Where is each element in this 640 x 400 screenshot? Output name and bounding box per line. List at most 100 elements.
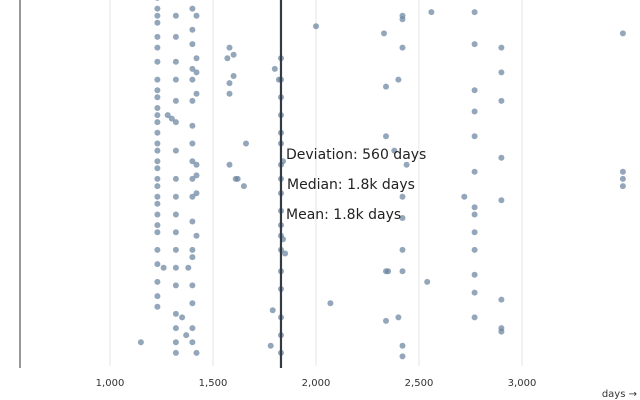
data-point bbox=[189, 76, 196, 83]
data-point bbox=[224, 55, 231, 62]
data-point bbox=[154, 12, 161, 19]
data-point bbox=[193, 190, 200, 197]
annotation-mean: Mean: 1.8k days bbox=[286, 207, 401, 223]
data-point bbox=[193, 349, 200, 356]
data-point bbox=[154, 112, 161, 119]
data-point bbox=[154, 200, 161, 207]
data-point bbox=[399, 193, 406, 200]
data-point bbox=[226, 80, 233, 87]
data-point bbox=[154, 229, 161, 236]
data-point bbox=[172, 246, 179, 253]
data-point bbox=[399, 268, 406, 275]
data-point bbox=[189, 339, 196, 346]
data-point bbox=[154, 140, 161, 147]
data-point bbox=[154, 183, 161, 190]
data-point bbox=[189, 65, 196, 72]
data-point bbox=[271, 65, 278, 72]
x-tick-label-3000: 3,000 bbox=[508, 378, 537, 389]
data-point bbox=[172, 229, 179, 236]
data-point bbox=[471, 314, 478, 321]
data-point bbox=[154, 165, 161, 172]
data-point bbox=[172, 310, 179, 317]
data-point bbox=[193, 161, 200, 168]
data-point bbox=[172, 282, 179, 289]
data-point bbox=[189, 26, 196, 33]
data-point bbox=[498, 44, 505, 51]
data-point bbox=[498, 69, 505, 76]
annotation-deviation: Deviation: 560 days bbox=[286, 147, 426, 163]
data-point bbox=[154, 222, 161, 229]
data-point bbox=[189, 175, 196, 182]
data-point bbox=[154, 211, 161, 218]
data-point bbox=[619, 30, 626, 37]
data-point bbox=[189, 193, 196, 200]
data-point bbox=[154, 129, 161, 136]
data-point bbox=[189, 254, 196, 261]
data-point bbox=[471, 289, 478, 296]
data-point bbox=[327, 300, 334, 307]
data-point bbox=[172, 147, 179, 154]
x-tick-label-2500: 2,500 bbox=[405, 378, 434, 389]
data-point bbox=[154, 44, 161, 51]
data-point bbox=[154, 94, 161, 101]
data-point bbox=[172, 76, 179, 83]
data-point bbox=[183, 332, 190, 339]
data-point bbox=[498, 328, 505, 335]
x-tick-label-1500: 1,500 bbox=[199, 378, 228, 389]
data-point bbox=[137, 339, 144, 346]
data-point bbox=[154, 158, 161, 165]
data-point bbox=[383, 133, 389, 140]
data-point bbox=[385, 268, 392, 275]
data-point bbox=[154, 76, 161, 83]
data-point bbox=[226, 44, 233, 51]
data-point bbox=[498, 154, 505, 161]
data-point bbox=[226, 161, 233, 168]
data-point bbox=[189, 41, 196, 48]
data-point bbox=[154, 147, 161, 154]
data-point bbox=[154, 261, 161, 268]
x-axis-label: days → bbox=[602, 389, 637, 400]
data-point bbox=[168, 115, 175, 122]
data-point bbox=[619, 168, 626, 175]
data-point bbox=[193, 12, 200, 19]
data-point bbox=[172, 211, 179, 218]
data-point bbox=[193, 232, 200, 239]
data-point bbox=[424, 278, 431, 285]
data-point bbox=[391, 147, 398, 154]
data-point bbox=[172, 264, 179, 271]
data-point bbox=[155, 0, 160, 1]
data-point bbox=[399, 16, 406, 23]
data-point bbox=[154, 58, 161, 65]
data-point bbox=[154, 33, 161, 40]
data-point bbox=[154, 303, 161, 310]
data-point bbox=[189, 122, 196, 129]
data-point bbox=[619, 175, 626, 182]
data-point bbox=[164, 112, 171, 119]
data-point bbox=[399, 246, 406, 253]
data-point bbox=[381, 30, 387, 37]
data-point bbox=[498, 97, 505, 104]
data-point bbox=[498, 296, 505, 303]
data-point bbox=[243, 140, 249, 147]
data-point bbox=[230, 51, 237, 58]
data-point bbox=[193, 172, 200, 179]
data-point bbox=[619, 183, 626, 190]
data-point bbox=[471, 41, 478, 48]
annotation-median: Median: 1.8k days bbox=[287, 177, 415, 193]
data-point bbox=[471, 271, 478, 278]
data-point bbox=[395, 314, 402, 321]
data-point bbox=[471, 211, 478, 218]
data-point bbox=[154, 105, 161, 111]
data-point bbox=[399, 353, 406, 360]
x-tick-labels: 1,000 1,500 2,000 2,500 3,000 bbox=[96, 378, 537, 389]
data-point bbox=[172, 193, 179, 200]
data-point bbox=[189, 282, 196, 289]
data-point bbox=[395, 76, 402, 83]
data-point bbox=[189, 5, 196, 12]
data-point bbox=[172, 58, 179, 65]
data-point bbox=[154, 87, 161, 94]
data-point bbox=[189, 218, 196, 225]
data-point bbox=[160, 264, 167, 271]
data-point bbox=[154, 19, 161, 26]
